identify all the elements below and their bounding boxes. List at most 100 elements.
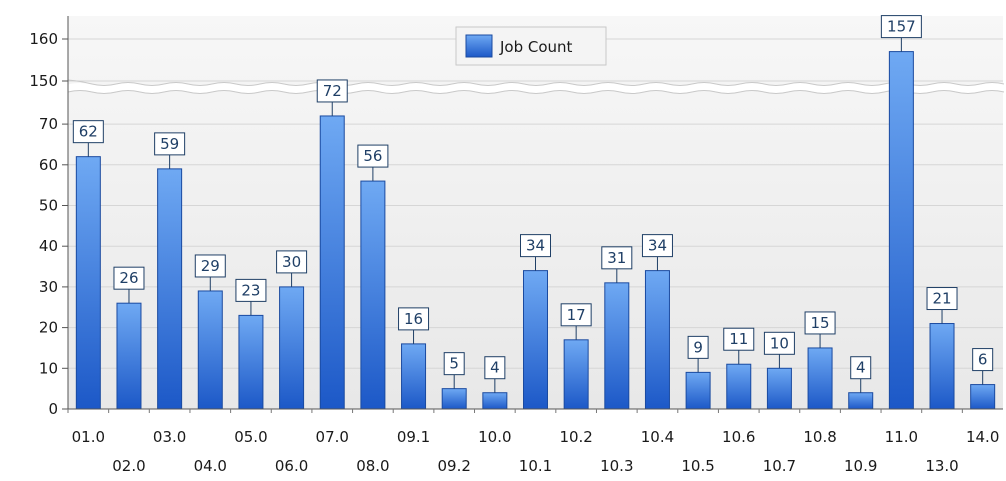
bar	[848, 392, 874, 410]
x-tick-label: 10.3	[600, 457, 633, 475]
x-tick-label: 10.2	[559, 428, 592, 446]
bar	[279, 286, 305, 410]
data-label: 5	[449, 355, 459, 373]
bar	[157, 168, 183, 410]
data-label-box	[560, 303, 592, 327]
y-tick-label: 60	[39, 156, 58, 174]
bar	[319, 115, 345, 410]
x-tick-label: 05.0	[234, 428, 267, 446]
data-label: 10	[770, 334, 789, 352]
bar	[563, 339, 589, 410]
data-label: 23	[241, 281, 260, 299]
x-tick-label: 10.5	[681, 457, 714, 475]
data-label-box	[113, 266, 145, 290]
x-tick-label: 10.9	[844, 457, 877, 475]
x-axis-tick-labels: 01.0 02.0 03.0 04.0 05.0 06.0 07.0 08.0 09.1 09.2…	[72, 428, 1000, 475]
y-tick-label: 10	[39, 359, 58, 377]
x-tick-label: 08.0	[356, 457, 389, 475]
data-label: 29	[201, 257, 220, 275]
data-label-box	[357, 144, 389, 168]
data-label-box	[880, 15, 922, 39]
data-label-box	[687, 335, 709, 359]
data-label: 59	[160, 135, 179, 153]
y-tick-label: 150	[29, 72, 58, 90]
data-label-box	[194, 254, 226, 278]
x-tick-label: 01.0	[72, 428, 105, 446]
bar	[685, 371, 711, 410]
data-label-box	[398, 307, 430, 331]
bar	[197, 290, 223, 410]
bar	[726, 363, 752, 410]
x-tick-label: 14.0	[966, 428, 999, 446]
legend: Job Count	[455, 26, 607, 66]
data-label-box	[235, 278, 267, 302]
x-tick-label: 03.0	[153, 428, 186, 446]
y-tick-label: 40	[39, 237, 58, 255]
data-label: 31	[607, 249, 626, 267]
data-label-box	[641, 234, 673, 258]
data-label: 34	[526, 237, 545, 255]
data-label: 11	[729, 330, 748, 348]
bar	[441, 388, 467, 410]
data-label: 9	[693, 338, 703, 356]
x-tick-label: 10.7	[763, 457, 796, 475]
scale-break-edge	[67, 90, 1005, 94]
data-label: 157	[887, 18, 916, 36]
bar	[116, 302, 142, 410]
bar	[766, 367, 792, 410]
y-tick-label: 70	[39, 115, 58, 133]
bar	[604, 282, 630, 410]
bar	[970, 384, 996, 410]
y-tick-label: 160	[29, 30, 58, 48]
data-label-box	[804, 311, 836, 335]
x-tick-label: 10.1	[519, 457, 552, 475]
bar	[482, 392, 508, 410]
bar	[644, 270, 670, 410]
data-label-box	[926, 287, 958, 311]
bar	[888, 51, 914, 410]
x-tick-label: 10.6	[722, 428, 755, 446]
data-label-box	[972, 348, 994, 372]
x-tick-label: 07.0	[316, 428, 349, 446]
y-axis-tick-labels: 0 10 20 30 40 50 60 70 150 160	[29, 30, 58, 418]
data-label: 72	[323, 82, 342, 100]
scale-break	[67, 79, 1005, 94]
data-label: 6	[978, 351, 988, 369]
data-label-box	[850, 356, 872, 380]
data-label: 62	[79, 123, 98, 141]
legend-label: Job Count	[499, 38, 573, 56]
data-label-box	[723, 327, 755, 351]
x-tick-label: 11.0	[885, 428, 918, 446]
data-label-box	[484, 356, 506, 380]
data-labels: 62 26 59 29 23 30 72 56 16 5 4 34 17 31 34 9 11 10 15 4 157 2…	[72, 15, 994, 393]
scale-break-band	[67, 83, 1005, 93]
x-tick-label: 06.0	[275, 457, 308, 475]
x-tick-label: 02.0	[112, 457, 145, 475]
data-label: 4	[490, 359, 500, 377]
data-label: 30	[282, 253, 301, 271]
data-label-box	[276, 250, 308, 274]
data-label: 15	[811, 314, 830, 332]
x-tick-label: 13.0	[925, 457, 958, 475]
y-tick-label: 50	[39, 197, 58, 215]
bar	[523, 270, 548, 410]
bar	[75, 156, 101, 410]
y-tick-label: 0	[48, 400, 58, 418]
bars	[75, 51, 996, 410]
data-label: 21	[932, 290, 951, 308]
bar	[401, 343, 427, 410]
data-label: 34	[648, 237, 667, 255]
data-label-box	[520, 234, 551, 258]
data-label: 16	[404, 310, 423, 328]
scale-break-edge	[67, 79, 1005, 86]
x-tick-label: 09.2	[437, 457, 470, 475]
x-tick-label: 10.4	[641, 428, 674, 446]
data-label-box	[316, 79, 348, 103]
data-label-box	[72, 120, 104, 144]
data-label-box	[763, 331, 795, 355]
bar	[238, 314, 264, 410]
data-label-box	[443, 352, 465, 376]
data-label: 56	[363, 147, 382, 165]
bar	[360, 180, 386, 410]
